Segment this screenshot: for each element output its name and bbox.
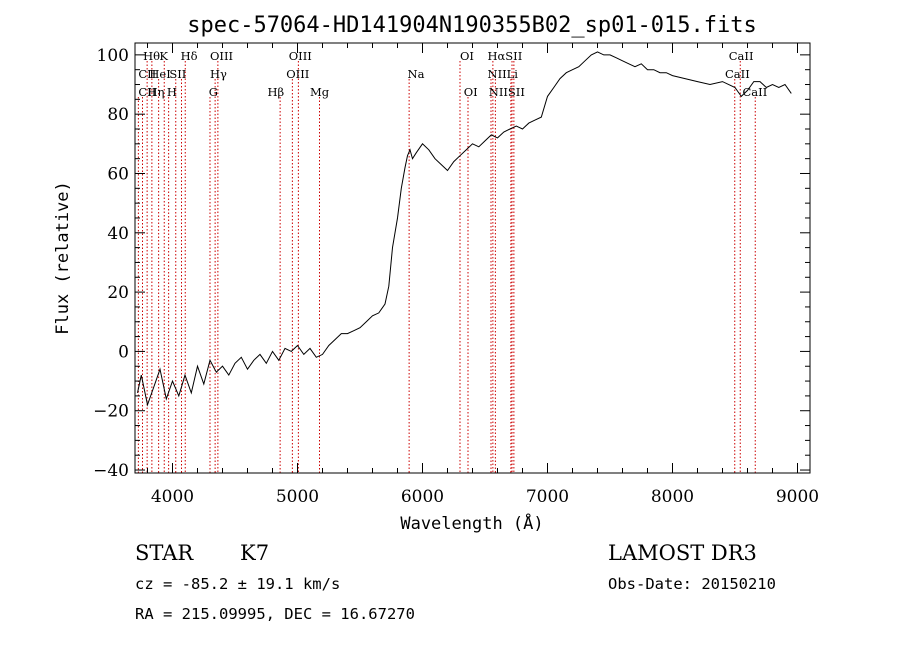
line-label: K	[159, 49, 168, 63]
y-tick-label: −20	[93, 402, 129, 422]
line-label: OI	[460, 49, 474, 63]
line-label: NIILi	[488, 67, 519, 81]
y-axis-ticks: −40 −20 0 20 40 60 80 100	[93, 46, 810, 481]
line-label: Mg	[310, 85, 330, 99]
x-tick-label: 8000	[651, 487, 694, 507]
line-label: OIII	[289, 49, 312, 63]
line-label: Na	[408, 67, 425, 81]
redshift-text: cz = -85.2 ± 19.1 km/s	[135, 575, 340, 593]
line-label: G	[209, 85, 218, 99]
line-label: Hθ	[143, 49, 160, 63]
line-label: Hβ	[268, 85, 285, 99]
survey-name: LAMOST DR3	[608, 541, 757, 565]
x-tick-label: 7000	[526, 487, 569, 507]
y-tick-label: 0	[118, 342, 129, 362]
line-label: SII	[169, 67, 186, 81]
obs-date-text: Obs-Date: 20150210	[608, 575, 776, 593]
line-label: HαSII	[488, 49, 523, 63]
line-label: NIISII	[489, 85, 525, 99]
x-axis-label: Wavelength (Å)	[400, 512, 543, 534]
y-tick-label: 20	[107, 283, 129, 303]
object-type: STAR	[135, 541, 194, 565]
y-tick-label: −40	[93, 461, 129, 481]
line-label: OIII	[286, 67, 309, 81]
y-tick-label: 60	[107, 164, 129, 184]
line-label: H	[167, 85, 177, 99]
y-tick-label: 100	[97, 46, 129, 66]
line-label: OIII	[210, 49, 233, 63]
y-tick-label: 80	[107, 105, 129, 125]
flux-series-line	[137, 51, 792, 407]
line-label: Hδ	[181, 49, 198, 63]
line-label: CaII	[725, 67, 750, 81]
x-axis-ticks: 4000 5000 6000 7000 8000 9000	[147, 43, 819, 507]
line-label: HeI	[149, 67, 170, 81]
x-tick-label: 4000	[151, 487, 194, 507]
x-tick-label: 9000	[776, 487, 819, 507]
line-label: CaII	[729, 49, 754, 63]
x-tick-label: 5000	[276, 487, 319, 507]
line-label: CII	[138, 67, 156, 81]
x-tick-label: 6000	[401, 487, 444, 507]
y-tick-label: 40	[107, 224, 129, 244]
y-axis-label: Flux (relative)	[53, 181, 73, 335]
plot-frame	[134, 42, 811, 474]
line-label: Hγ	[210, 67, 227, 81]
coordinates-text: RA = 215.09995, DEC = 16.67270	[135, 605, 415, 623]
line-label: Hη	[148, 85, 165, 99]
line-label: CII	[138, 85, 156, 99]
spectral-line-markers	[137, 61, 756, 473]
chart-title: spec-57064-HD141904N190355B02_sp01-015.f…	[187, 13, 757, 38]
line-label: OI	[464, 85, 478, 99]
spectral-subclass: K7	[240, 541, 269, 565]
